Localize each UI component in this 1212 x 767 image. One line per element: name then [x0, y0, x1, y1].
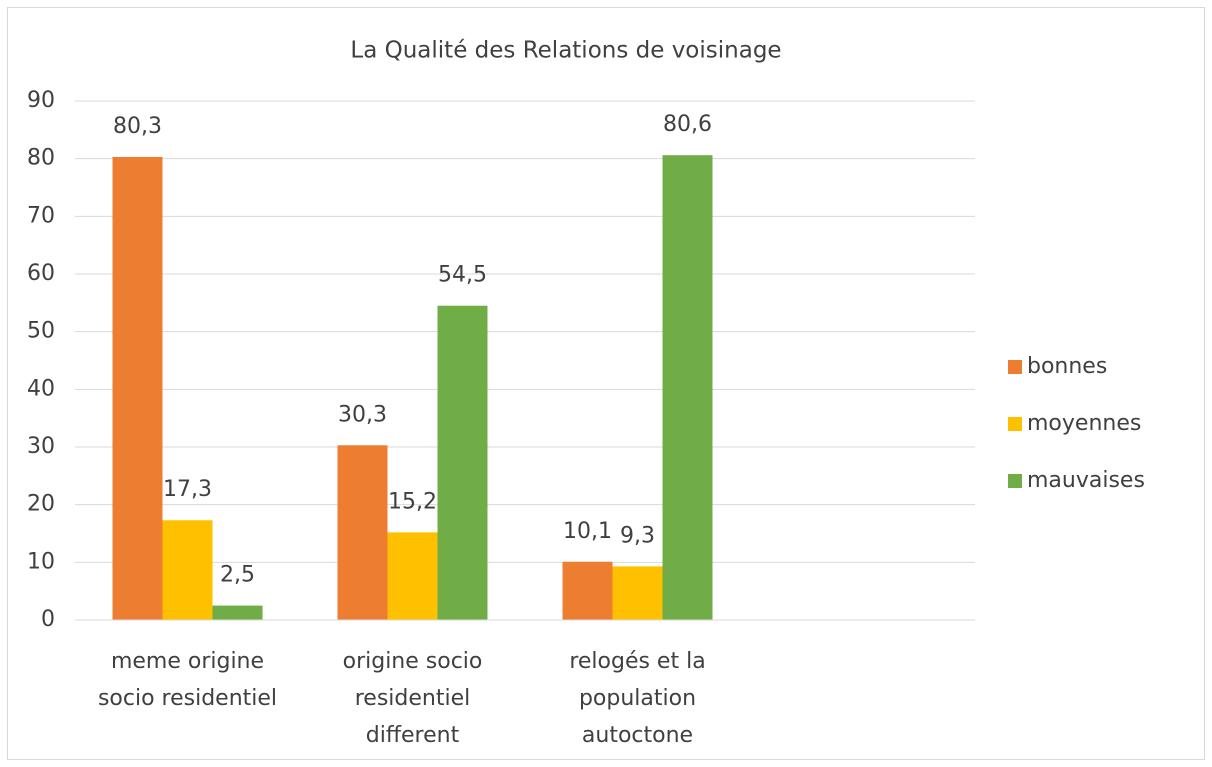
legend-swatch	[1008, 417, 1022, 431]
legend-swatch	[1008, 474, 1022, 488]
y-tick-label: 90	[27, 88, 55, 113]
y-tick-label: 30	[27, 434, 55, 459]
bar	[437, 305, 488, 620]
legend-label: mauvaises	[1027, 468, 1145, 493]
data-label: 15,2	[388, 489, 437, 514]
y-tick-label: 50	[27, 319, 55, 344]
data-label: 10,1	[563, 519, 612, 544]
bar	[662, 155, 713, 620]
chart-border	[7, 7, 1205, 760]
bar	[337, 445, 388, 620]
bar	[612, 566, 663, 620]
y-tick-label: 40	[27, 376, 55, 401]
x-tick-label: meme origine socio residentiel	[98, 649, 277, 711]
data-label: 9,3	[620, 523, 655, 548]
x-tick-label: relogés et la population autoctone	[569, 649, 705, 748]
legend-label: moyennes	[1027, 411, 1141, 436]
y-tick-label: 10	[27, 549, 55, 574]
y-tick-label: 80	[27, 146, 55, 171]
data-label: 80,6	[663, 112, 712, 137]
bar	[387, 532, 438, 620]
y-tick-label: 20	[27, 492, 55, 517]
chart-title: La Qualité des Relations de voisinage	[350, 38, 781, 64]
data-label: 54,5	[438, 263, 487, 288]
y-tick-label: 60	[27, 261, 55, 286]
bar	[162, 520, 213, 620]
data-label: 17,3	[163, 477, 212, 502]
bar	[562, 561, 613, 620]
data-label: 80,3	[113, 114, 162, 139]
bar	[212, 605, 263, 620]
y-tick-label: 70	[27, 203, 55, 228]
legend-swatch	[1008, 360, 1022, 374]
data-label: 30,3	[338, 402, 387, 427]
bar	[112, 156, 163, 621]
y-tick-label: 0	[41, 607, 55, 632]
data-label: 2,5	[220, 563, 255, 588]
x-tick-label: origine socio residentiel different	[343, 649, 483, 748]
legend-label: bonnes	[1027, 354, 1107, 379]
